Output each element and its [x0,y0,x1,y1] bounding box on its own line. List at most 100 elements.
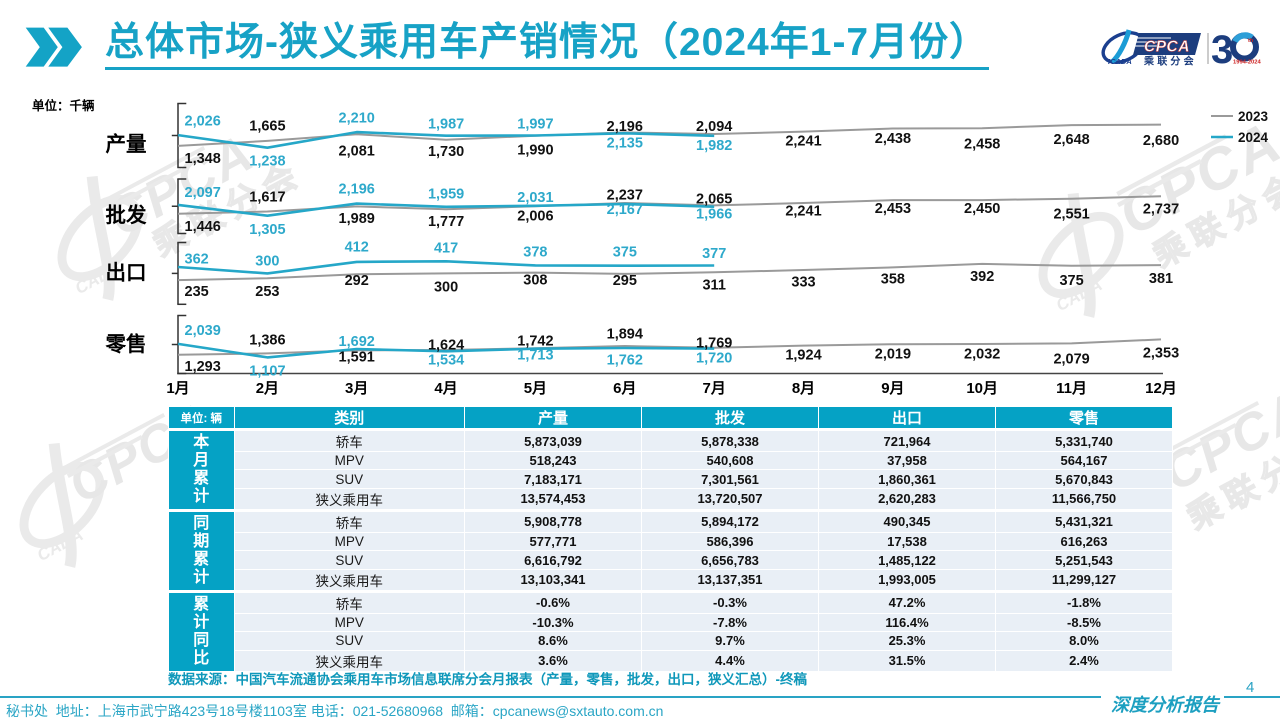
svg-text:9月: 9月 [881,380,904,397]
svg-text:235: 235 [185,284,209,300]
svg-text:2,648: 2,648 [1053,132,1089,148]
svg-text:5月: 5月 [524,380,547,397]
svg-text:1,894: 1,894 [607,326,643,342]
svg-text:253: 253 [255,284,279,300]
svg-text:8月: 8月 [792,380,815,397]
svg-text:2,031: 2,031 [517,190,553,206]
svg-text:2,241: 2,241 [785,134,821,150]
svg-text:1,348: 1,348 [185,151,221,167]
svg-text:308: 308 [523,272,547,288]
svg-text:3月: 3月 [345,380,368,397]
svg-text:2,237: 2,237 [607,188,643,204]
svg-text:417: 417 [434,240,458,256]
svg-text:出口: 出口 [106,261,147,285]
svg-text:2,453: 2,453 [875,201,911,217]
svg-text:批发: 批发 [106,203,147,227]
svg-text:ICADA: ICADA [1108,57,1132,66]
svg-text:333: 333 [791,275,815,291]
svg-text:1,107: 1,107 [249,364,285,380]
svg-text:1,446: 1,446 [185,219,221,235]
svg-text:3: 3 [1211,28,1233,70]
svg-text:CPCA: CPCA [1144,39,1190,56]
svg-text:2,097: 2,097 [185,185,221,201]
svg-text:1,624: 1,624 [428,338,464,354]
svg-text:2,241: 2,241 [785,204,821,220]
svg-text:1,769: 1,769 [696,335,732,351]
svg-text:2,032: 2,032 [964,347,1000,363]
svg-text:375: 375 [613,245,637,261]
svg-text:2023: 2023 [1238,109,1269,124]
svg-text:2,039: 2,039 [185,323,221,339]
svg-text:2,135: 2,135 [607,135,643,151]
svg-text:1,617: 1,617 [249,190,285,206]
svg-text:1,924: 1,924 [785,348,821,364]
svg-text:单位：千辆: 单位：千辆 [32,98,95,113]
svg-text:11月: 11月 [1056,380,1087,397]
svg-text:1,959: 1,959 [428,187,464,203]
svg-text:1月: 1月 [166,380,189,397]
svg-text:1,534: 1,534 [428,353,464,369]
svg-text:2,210: 2,210 [339,110,375,126]
svg-text:2,458: 2,458 [964,136,1000,152]
svg-text:2024: 2024 [1238,130,1269,145]
svg-text:2,737: 2,737 [1143,201,1179,217]
svg-text:1,665: 1,665 [249,118,285,134]
svg-text:2,019: 2,019 [875,347,911,363]
svg-text:1,777: 1,777 [428,214,464,230]
svg-text:1,238: 1,238 [249,153,285,169]
svg-text:1994-2024: 1994-2024 [1233,60,1261,66]
svg-text:2,438: 2,438 [875,131,911,147]
svg-text:377: 377 [702,246,726,262]
svg-text:2,081: 2,081 [339,143,375,159]
svg-text:1,591: 1,591 [339,350,375,366]
svg-text:1,386: 1,386 [249,332,285,348]
svg-text:2,026: 2,026 [185,114,221,130]
svg-text:4月: 4月 [434,380,457,397]
svg-text:1,692: 1,692 [339,334,375,350]
svg-text:2月: 2月 [256,380,279,397]
svg-text:th: th [1248,38,1254,44]
svg-text:1,713: 1,713 [517,347,553,363]
svg-text:1,982: 1,982 [696,138,732,154]
svg-text:2,167: 2,167 [607,202,643,218]
svg-text:1,990: 1,990 [517,143,553,159]
svg-text:零售: 零售 [105,332,147,356]
svg-text:1,997: 1,997 [517,117,553,133]
svg-text:1,966: 1,966 [696,207,732,223]
svg-text:2,006: 2,006 [517,208,553,224]
svg-text:1,293: 1,293 [185,359,221,375]
svg-text:7月: 7月 [703,380,726,397]
svg-text:12月: 12月 [1145,380,1177,397]
svg-text:10月: 10月 [966,380,998,397]
svg-text:295: 295 [613,273,637,289]
svg-text:300: 300 [434,280,458,296]
svg-text:2,680: 2,680 [1143,133,1179,149]
svg-text:292: 292 [345,273,369,289]
svg-text:2,094: 2,094 [696,119,732,135]
svg-text:1,989: 1,989 [339,211,375,227]
svg-text:1,987: 1,987 [428,117,464,133]
svg-text:1,742: 1,742 [517,333,553,349]
svg-text:6月: 6月 [613,380,636,397]
svg-text:2,551: 2,551 [1053,207,1089,223]
svg-text:乘联分会: 乘联分会 [1143,55,1197,68]
svg-text:产量: 产量 [106,132,147,156]
svg-text:2,196: 2,196 [607,119,643,135]
svg-text:2,079: 2,079 [1053,352,1089,368]
svg-text:2,353: 2,353 [1143,346,1179,362]
svg-text:2,196: 2,196 [339,181,375,197]
svg-text:412: 412 [345,240,369,256]
svg-text:311: 311 [702,278,725,294]
svg-text:1,730: 1,730 [428,144,464,160]
svg-text:392: 392 [970,269,994,285]
svg-text:362: 362 [185,251,209,267]
svg-text:1,762: 1,762 [607,353,643,369]
svg-text:358: 358 [881,272,905,288]
svg-text:300: 300 [255,254,279,270]
svg-text:378: 378 [523,245,547,261]
svg-text:1,305: 1,305 [249,222,285,238]
svg-text:1,720: 1,720 [696,351,732,367]
svg-text:381: 381 [1149,271,1173,287]
svg-text:2,450: 2,450 [964,201,1000,217]
svg-text:2,065: 2,065 [696,191,732,207]
